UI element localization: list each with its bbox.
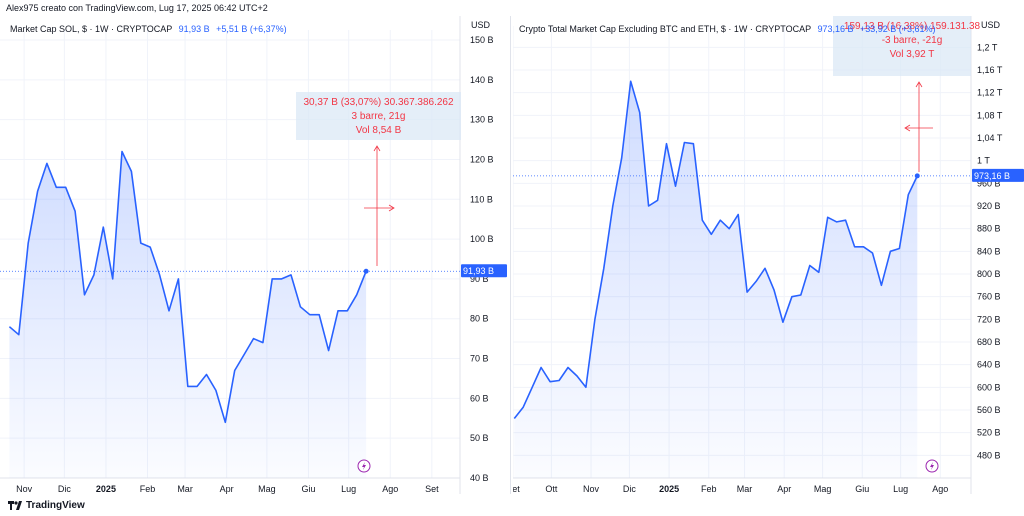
others-x-tick-label: Ott [545,484,558,494]
others-last-point [914,173,920,179]
sol-y-tick-label: 80 B [470,314,489,324]
others-y-tick-label: 520 B [977,428,1001,438]
others-y-tick-label: 1 T [977,156,990,166]
others-measure-arrowhead [915,81,923,88]
others-y-tick-label: 1,04 T [977,133,1003,143]
others-x-tick-label: Dic [623,484,636,494]
sol-measure-text: 3 barre, 21g [352,111,406,122]
sol-last-point [363,268,369,274]
sol-y-tick-label: 130 B [470,115,494,125]
others-x-tick-label: Set [513,484,520,494]
others-x-tick-label: Apr [777,484,791,494]
others-x-tick-label: Nov [583,484,600,494]
others-y-tick-label: 480 B [977,450,1001,460]
others-currency-label[interactable]: USD [980,20,1000,30]
sol-y-tick-label: 110 B [470,194,493,204]
sol-y-tick-label: 40 B [470,473,489,483]
others-area-fill [514,81,918,479]
sol-event-flash-icon [357,459,371,473]
sol-x-tick-label: Giu [301,484,315,494]
sol-x-tick-label: Feb [140,484,156,494]
others-x-tick-label: Mar [737,484,753,494]
others-price-badge-text: 973,16 B [974,171,1010,181]
sol-x-tick-label: Mag [258,484,276,494]
sol-y-tick-label: 120 B [470,154,494,164]
sol-y-tick-label: 140 B [470,75,494,85]
others-y-tick-label: 600 B [977,382,1001,392]
others-x-tick-label: Mag [814,484,832,494]
others-y-tick-label: 1,12 T [977,88,1003,98]
others-series-line [513,80,919,419]
others-legend-value: 973,16 B [817,24,854,34]
others-x-tick-label: Ago [932,484,948,494]
sol-measure-box [296,92,461,140]
sol-currency-label[interactable]: USD [470,20,490,30]
sol-y-tick-label: 100 B [470,234,494,244]
sol-legend-value: 91,93 B [178,24,210,34]
others-x-tick-label: Lug [893,484,908,494]
sol-price-badge-text: 91,93 B [463,266,494,276]
sol-measure-text: Vol 8,54 B [356,125,402,136]
chart-attribution: Alex975 creato con TradingView.com, Lug … [6,3,268,13]
sol-y-tick-label: 60 B [470,393,489,403]
others-measure-text: Vol 3,92 T [890,49,935,60]
sol-measure-arrowhead [373,145,381,152]
others-y-tick-label: 960 B [977,178,1001,188]
others-x-tick-label: 2025 [659,484,679,494]
others-measure-harrowhead [904,124,911,132]
sol-chart-canvas[interactable]: 40 B 50 B 60 B 70 B 80 B 90 B 100 B 110 B 120 B 1… [0,16,508,498]
sol-measure-text: 30,37 B (33,07%) 30.367.386.262 [303,97,454,108]
sol-x-tick-label: Mar [177,484,193,494]
sol-legend: Market Cap SOL, $ · 1W · CRYPTOCAP 91,93… [10,24,287,34]
others-price-badge [972,168,1024,182]
sol-market-cap-panel[interactable]: 40 B 50 B 60 B 70 B 80 B 90 B 100 B 110 B 120 B 1… [0,16,508,498]
sol-x-tick-label: 2025 [96,484,116,494]
sol-x-tick-label: Set [425,484,439,494]
others-y-tick-label: 920 B [977,201,1001,211]
others-chart-canvas[interactable]: 480 B 520 B 560 B 600 B 640 B 680 B 720 B 760 B… [506,16,1024,498]
others-y-tick-label: 1,16 T [977,65,1003,75]
others-y-tick-label: 680 B [977,337,1001,347]
sol-x-tick-label: Ago [382,484,398,494]
others-y-tick-label: 880 B [977,224,1001,234]
sol-area-fill [9,151,367,478]
sol-x-tick-label: Nov [16,484,33,494]
others-measure-text: -3 barre, -21g [882,35,943,46]
sol-y-tick-label: 70 B [470,354,489,364]
others-y-tick-label: 800 B [977,269,1001,279]
sol-y-tick-label: 90 B [470,274,489,284]
others-y-tick-label: 1,2 T [977,42,998,52]
sol-x-tick-label: Lug [341,484,356,494]
sol-y-tick-label: 50 B [470,433,489,443]
others-y-tick-label: 720 B [977,314,1001,324]
sol-x-tick-label: Dic [58,484,71,494]
others-measure-text: 159,13 B (16,38%) 159.131.38 [844,21,981,32]
others-x-tick-label: Giu [855,484,869,494]
others-market-cap-panel[interactable]: 480 B 520 B 560 B 600 B 640 B 680 B 720 B 760 B… [506,16,1024,498]
others-legend-change: +33,92 B (+3,61%) [860,24,936,34]
sol-legend-change: +5,51 B (+6,37%) [216,24,287,34]
others-y-tick-label: 1,08 T [977,110,1003,120]
others-y-tick-label: 760 B [977,292,1001,302]
sol-x-tick-label: Apr [220,484,234,494]
sol-measure-harrowhead [388,204,395,212]
others-legend-name: Crypto Total Market Cap Excluding BTC an… [519,24,811,34]
others-x-tick-label: Feb [701,484,717,494]
others-y-tick-label: 840 B [977,246,1001,256]
others-event-flash-icon [925,459,939,473]
others-y-tick-label: 560 B [977,405,1001,415]
sol-price-badge [461,264,507,278]
sol-legend-name: Market Cap SOL, $ · 1W · CRYPTOCAP [10,24,173,34]
footer-brand[interactable]: TradingView [8,500,85,511]
tradingview-logo-icon [8,501,22,510]
others-legend: Crypto Total Market Cap Excluding BTC an… [519,24,936,34]
sol-y-tick-label: 150 B [470,35,494,45]
panel-divider[interactable] [510,16,511,494]
others-measure-box [833,16,971,76]
others-y-tick-label: 640 B [977,360,1001,370]
footer-brand-label: TradingView [26,500,85,511]
